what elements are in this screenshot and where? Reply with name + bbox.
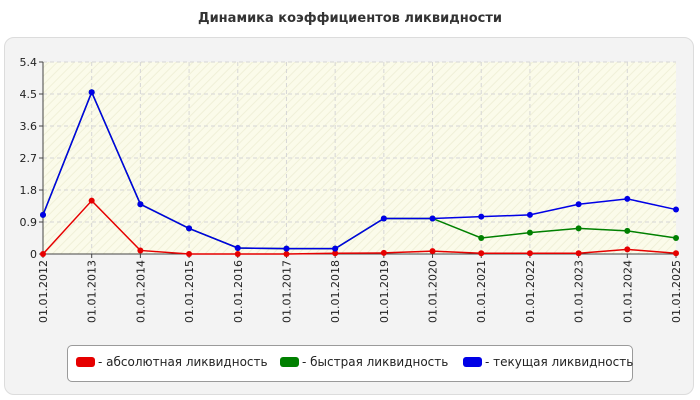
legend-label-absolute: - абсолютная ликвидность	[98, 355, 268, 369]
data-point-0	[137, 247, 144, 254]
data-point-0	[186, 251, 193, 257]
x-tick-label: 01.01.2015	[183, 260, 196, 323]
data-point-2	[88, 89, 95, 96]
data-point-2	[478, 213, 485, 220]
data-point-0	[88, 197, 95, 204]
data-point-0	[283, 251, 290, 257]
data-point-2	[624, 195, 631, 202]
x-tick-label: 01.01.2014	[134, 260, 147, 323]
series-group	[40, 89, 679, 257]
x-tick-label: 01.01.2012	[37, 260, 50, 323]
legend-swatch-current	[463, 357, 482, 367]
legend-item-current: - текущая ликвидность	[463, 355, 633, 369]
x-tick-label: 01.01.2016	[232, 260, 245, 323]
legend-swatch-quick	[280, 357, 299, 367]
x-axis: 01.01.2012 01.01.2013 01.01.2014 01.01.2015…	[37, 253, 683, 323]
data-point-0	[40, 251, 46, 257]
x-tick-label: 01.01.2024	[621, 260, 634, 323]
x-tick-label: 01.01.2018	[329, 260, 342, 323]
x-tick-label: 01.01.2021	[475, 260, 488, 323]
x-tick-label: 01.01.2019	[378, 260, 391, 323]
data-point-1	[624, 227, 631, 234]
legend-label-current: - текущая ликвидность	[485, 355, 634, 369]
data-point-2	[186, 225, 193, 232]
legend-swatch-absolute	[76, 357, 95, 367]
data-point-0	[332, 250, 339, 257]
x-tick-label: 01.01.2013	[86, 260, 99, 323]
x-tick-label: 01.01.2017	[280, 260, 293, 323]
data-point-0	[624, 246, 631, 253]
data-point-1	[673, 235, 679, 241]
data-point-2	[283, 245, 290, 252]
x-tick-label: 01.01.2025	[670, 260, 683, 323]
legend: - абсолютная ликвидность - быстрая ликви…	[67, 345, 633, 382]
data-point-0	[478, 250, 485, 257]
data-point-2	[673, 206, 679, 213]
data-point-2	[234, 244, 241, 251]
y-axis: 0 0.9 1.8 2.7 3.6 4.5 5.4	[20, 56, 44, 261]
data-point-0	[234, 251, 241, 257]
data-point-0	[673, 250, 679, 257]
y-tick-label: 0.9	[20, 216, 38, 229]
data-point-2	[429, 215, 436, 222]
data-point-0	[575, 250, 582, 257]
data-point-2	[137, 201, 144, 208]
data-point-2	[380, 215, 387, 222]
data-point-0	[429, 248, 436, 255]
y-tick-label: 0	[30, 248, 37, 261]
chart-title: Динамика коэффициентов ликвидности	[198, 11, 502, 26]
x-tick-label: 01.01.2020	[427, 260, 440, 323]
y-tick-label: 3.6	[20, 120, 38, 133]
y-tick-label: 4.5	[20, 88, 38, 101]
data-point-0	[380, 249, 387, 256]
y-tick-label: 2.7	[20, 152, 38, 165]
data-point-1	[526, 229, 533, 236]
series-line-0	[42, 199, 677, 255]
y-tick-label: 5.4	[20, 56, 38, 69]
data-point-2	[332, 245, 339, 252]
x-tick-label: 01.01.2022	[524, 260, 537, 323]
series-line-2	[42, 90, 677, 250]
data-point-2	[575, 201, 582, 208]
grid-lines	[43, 61, 676, 254]
data-point-1	[575, 225, 582, 232]
x-tick-label: 01.01.2023	[573, 260, 586, 323]
y-tick-label: 1.8	[20, 184, 38, 197]
data-point-0	[526, 250, 533, 257]
data-point-2	[526, 211, 533, 218]
data-point-1	[478, 235, 485, 241]
data-point-2	[40, 211, 46, 218]
legend-item-absolute: - абсолютная ликвидность	[76, 355, 268, 369]
legend-label-quick: - быстрая ликвидность	[302, 355, 449, 369]
legend-item-quick: - быстрая ликвидность	[280, 355, 448, 369]
